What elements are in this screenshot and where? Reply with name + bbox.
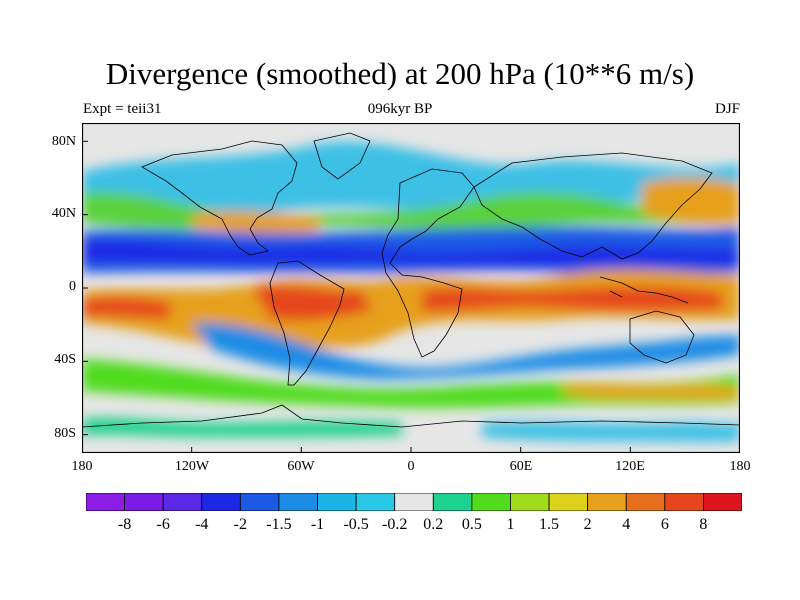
period-label: 096kyr BP <box>367 101 433 117</box>
colorbar-label-3: -2 <box>233 516 247 533</box>
experiment-label: Expt = teii31 <box>83 101 162 117</box>
colorbar-label-14: 6 <box>660 516 669 533</box>
coast-north-america <box>141 140 298 256</box>
x-tick-60e: 60E <box>509 459 533 474</box>
colorbar-label-6: -0.5 <box>343 516 369 533</box>
colorbar-swatch-10 <box>471 493 511 511</box>
colorbar-label-9: 0.5 <box>461 516 482 533</box>
colorbar-swatch-16 <box>703 493 742 511</box>
colorbar-label-15: 8 <box>699 516 708 533</box>
colorbar-swatch-5 <box>278 493 318 511</box>
colorbar-swatch-7 <box>355 493 396 511</box>
season-label: DJF <box>714 101 740 117</box>
colorbar-label-0: -8 <box>117 516 132 533</box>
y-tick-80s: 80S <box>54 426 76 441</box>
coast-indonesia <box>599 276 689 304</box>
coast-greenland <box>313 132 371 180</box>
colorbar-swatch-15 <box>664 493 704 511</box>
colorbar-swatch-3 <box>201 493 241 511</box>
axis-ticks <box>82 140 740 453</box>
y-tick-80n: 80N <box>51 134 76 149</box>
colorbar-swatch-4 <box>239 493 280 511</box>
colorbar-label-4: -1.5 <box>266 516 292 533</box>
divergence-map <box>82 123 740 453</box>
x-tick-180e: 180 <box>729 459 751 474</box>
coast-antarctica <box>82 404 740 428</box>
coast-south-america <box>269 260 345 386</box>
colorbar-swatch-8 <box>394 493 434 511</box>
x-tick-120w: 120W <box>174 459 210 474</box>
colorbar-label-1: -6 <box>156 516 170 533</box>
x-tick-180w: 180 <box>71 459 93 474</box>
coast-europe-africa <box>381 168 475 358</box>
band-south-green <box>82 359 740 408</box>
x-tick-0: 0 <box>407 459 415 474</box>
y-tick-40s: 40S <box>54 352 76 367</box>
chart-title: Divergence (smoothed) at 200 hPa (10**6 … <box>105 56 695 91</box>
coast-asia <box>473 152 713 260</box>
divergence-bands <box>82 141 740 442</box>
colorbar-label-7: -0.2 <box>382 516 408 533</box>
colorbar-swatch-12 <box>548 493 589 511</box>
colorbar-swatch-9 <box>432 493 473 511</box>
y-tick-0: 0 <box>69 279 76 294</box>
band-subtropic-darkblue <box>82 240 740 266</box>
colorbar-label-2: -4 <box>195 516 209 533</box>
band-north-orange-pacific <box>642 177 740 225</box>
colorbar-swatch-2 <box>162 493 203 511</box>
colorbar-swatch-13 <box>587 493 627 511</box>
colorbar-swatch-0 <box>86 493 125 511</box>
colorbar-label-12: 2 <box>583 516 592 533</box>
colorbar-label-8: 0.2 <box>423 516 444 533</box>
colorbar-swatch-6 <box>317 493 357 511</box>
colorbar-swatch-1 <box>124 493 164 511</box>
band-north-orange-atlantic <box>192 211 322 234</box>
colorbar-swatch-11 <box>510 493 550 511</box>
colorbar-label-13: 4 <box>622 516 631 533</box>
band-south-blue <box>192 322 740 379</box>
band-antarctic-cyan <box>482 421 740 442</box>
coastlines <box>82 132 740 428</box>
colorbar-label-5: -1 <box>310 516 325 533</box>
coast-australia <box>629 310 695 364</box>
colorbar-label-10: 1 <box>506 516 515 533</box>
y-tick-40n: 40N <box>51 206 76 221</box>
colorbar-label-11: 1.5 <box>539 516 560 533</box>
x-tick-60w: 60W <box>287 459 315 474</box>
x-tick-120e: 120E <box>615 459 645 474</box>
colorbar <box>86 493 742 511</box>
colorbar-swatch-14 <box>625 493 666 511</box>
band-tropic-red <box>82 285 722 321</box>
band-south-orange <box>562 383 740 400</box>
